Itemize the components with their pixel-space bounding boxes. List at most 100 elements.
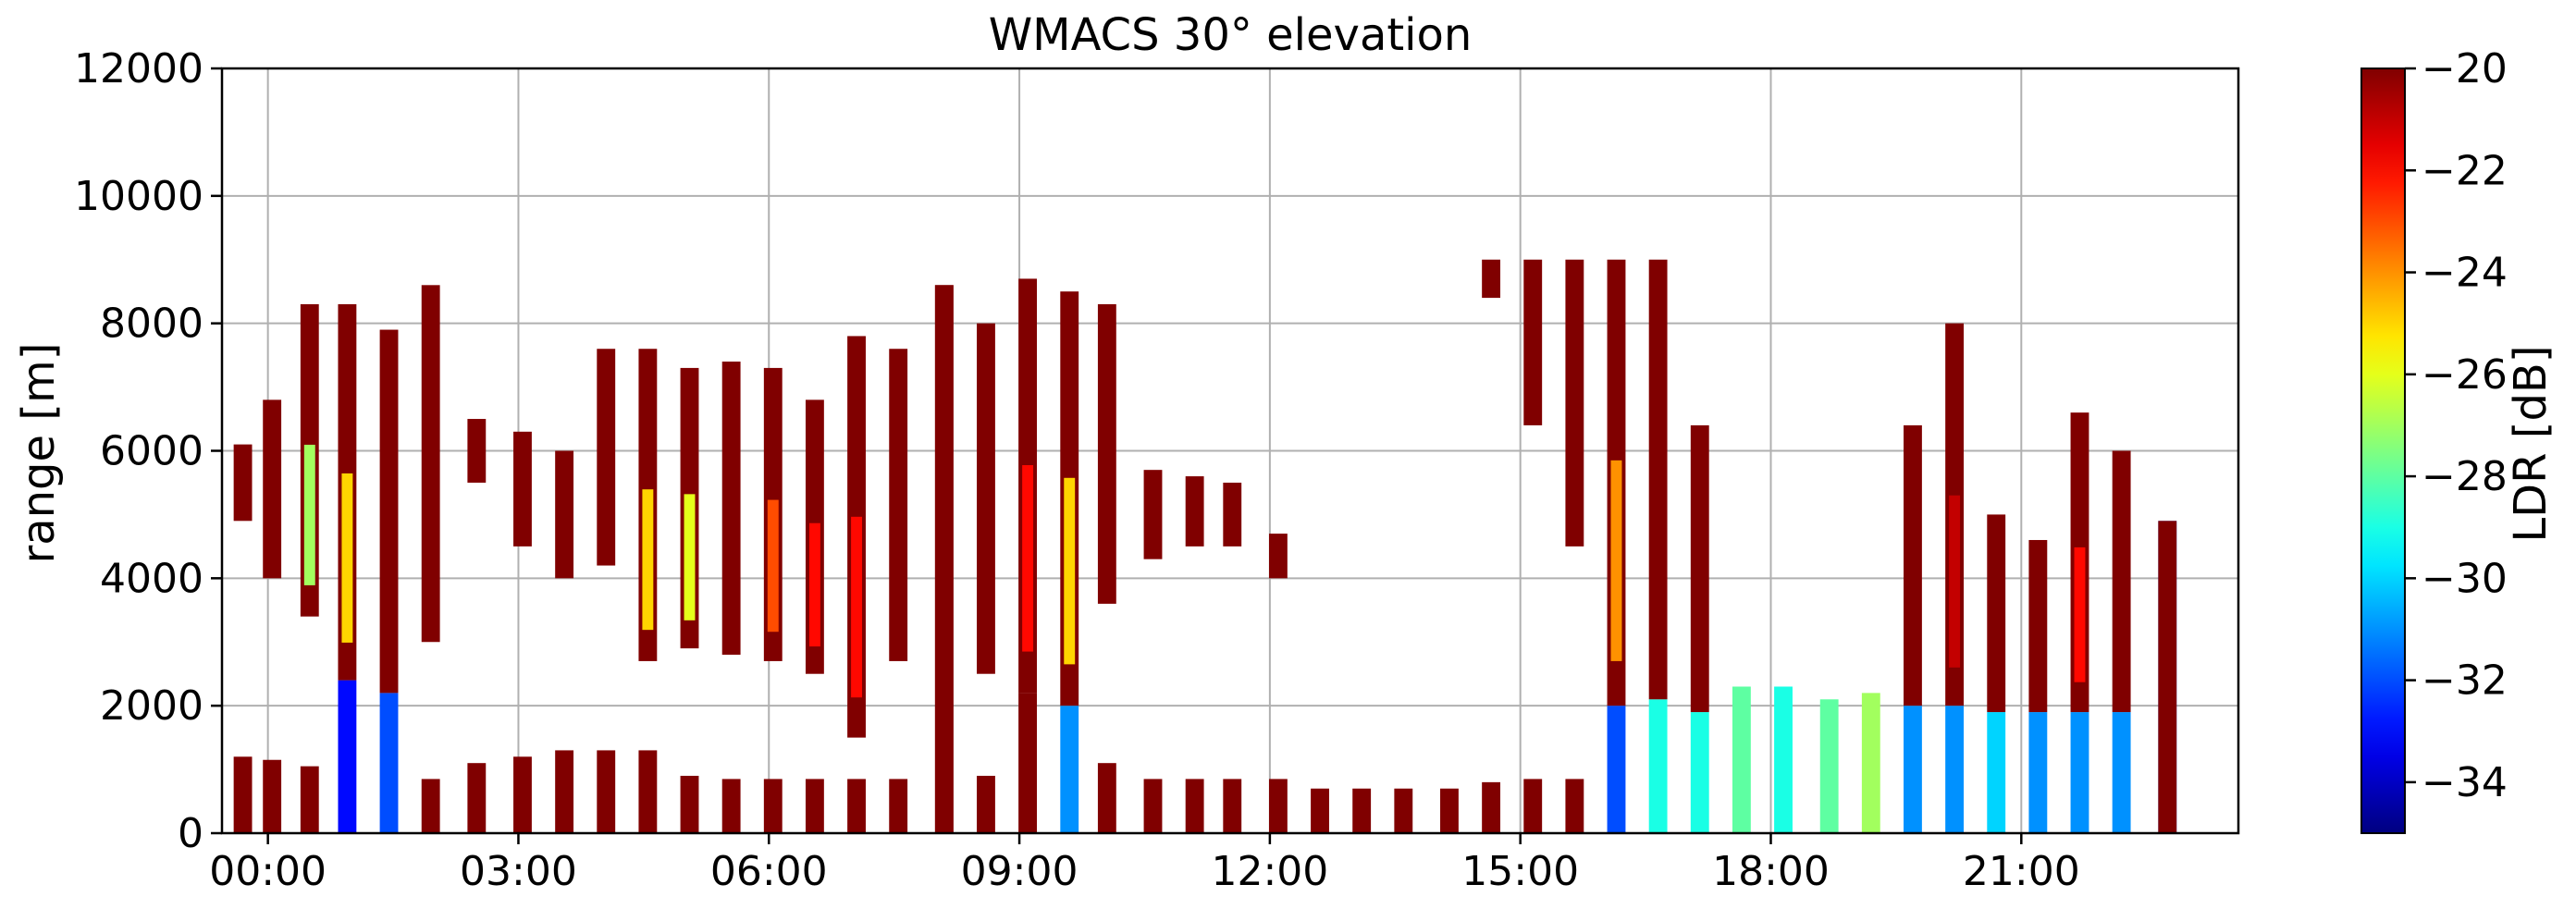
colorbar-label: LDR [dB]: [2505, 345, 2557, 542]
ldr-upper-segment: [1482, 259, 1501, 299]
ldr-profile: [263, 399, 282, 833]
colorbar: −20 −22 −24 −26 −28 −30 −32 −34: [2360, 45, 2508, 834]
ldr-profile: [1097, 303, 1116, 833]
ldr-core-segment: [1610, 460, 1622, 661]
ldr-profile: [805, 399, 824, 833]
colorbar-tick-label: −20: [2422, 45, 2508, 92]
ldr-upper-segment: [2112, 450, 2131, 713]
ldr-lower-segment: [805, 779, 824, 833]
y-tick-label: 12000: [74, 45, 203, 92]
x-tick-label: 15:00: [1461, 848, 1579, 895]
ldr-lower-segment: [1987, 712, 2006, 833]
x-tick-label: 21:00: [1963, 848, 2080, 895]
ldr-lower-segment: [1440, 788, 1459, 833]
ldr-lower-segment: [2112, 712, 2131, 833]
ldr-lower-segment: [1690, 712, 1709, 833]
y-tick-label: 0: [178, 810, 203, 857]
ldr-upper-segment: [233, 444, 253, 522]
colorbar-tick-label: −22: [2422, 147, 2508, 194]
colorbar-tick-label: −34: [2422, 759, 2508, 806]
ldr-profile: [513, 431, 532, 833]
ldr-profile: [1861, 693, 1880, 833]
ldr-lower-segment: [1018, 693, 1038, 833]
colorbar-tick-label: −32: [2422, 657, 2508, 705]
ldr-profile: [763, 367, 783, 833]
ldr-core-segment: [684, 494, 696, 620]
ldr-upper-segment: [1987, 514, 2006, 713]
ldr-profile: [1060, 291, 1079, 833]
ldr-profiles: [233, 259, 2177, 833]
ldr-upper-segment: [1143, 470, 1163, 559]
ldr-upper-segment: [379, 329, 399, 694]
y-axis-label: range [m]: [13, 342, 65, 563]
ldr-upper-segment: [555, 450, 574, 579]
ldr-lower-segment: [1352, 788, 1372, 833]
ldr-upper-segment: [1185, 476, 1204, 547]
ldr-profile: [1774, 686, 1793, 833]
ldr-lower-segment: [1143, 779, 1163, 833]
ldr-upper-segment: [1648, 259, 1668, 700]
ldr-lower-segment: [1607, 706, 1626, 833]
ldr-profile: [1565, 259, 1584, 833]
ldr-upper-segment: [1223, 482, 1242, 547]
ldr-upper-segment: [889, 349, 908, 661]
ldr-profile: [555, 450, 574, 833]
ldr-lower-segment: [638, 750, 658, 833]
ldr-lower-segment: [379, 693, 399, 833]
ldr-upper-segment: [1904, 424, 1922, 706]
ldr-profile: [1223, 482, 1242, 833]
x-tick-label: 12:00: [1211, 848, 1328, 895]
ldr-profile: [1143, 470, 1163, 833]
ldr-lower-segment: [1565, 779, 1584, 833]
ldr-core-segment: [808, 522, 820, 647]
colorbar-tick-label: −26: [2422, 351, 2508, 399]
ldr-lower-segment: [1311, 788, 1329, 833]
ldr-profile: [1732, 686, 1751, 833]
ldr-core-segment: [1022, 465, 1034, 652]
ldr-lower-segment: [421, 779, 440, 833]
ldr-lower-segment: [1945, 706, 1965, 833]
ldr-upper-segment: [597, 349, 616, 566]
ldr-profile: [1987, 514, 2006, 833]
ldr-lower-segment: [1482, 781, 1501, 833]
colorbar-gradient: [2360, 68, 2406, 834]
ldr-profile: [1819, 699, 1839, 833]
ldr-lower-segment: [1523, 779, 1543, 833]
ldr-core-segment: [851, 516, 863, 698]
x-tick-label: 03:00: [460, 848, 577, 895]
ldr-lower-segment: [1648, 699, 1668, 833]
ldr-upper-segment: [2158, 521, 2177, 833]
y-tick-label: 6000: [100, 428, 203, 475]
ldr-lower-segment: [889, 779, 908, 833]
ldr-lower-segment: [597, 750, 616, 833]
ldr-upper-segment: [934, 285, 954, 833]
ldr-lower-segment: [1060, 706, 1079, 833]
ldr-profile: [1904, 424, 1922, 833]
ldr-lower-segment: [513, 756, 532, 833]
ldr-lower-segment: [1223, 779, 1242, 833]
ldr-core-segment: [1064, 477, 1076, 665]
ldr-lower-segment: [847, 779, 866, 833]
x-tick-label: 06:00: [710, 848, 828, 895]
ldr-lower-segment: [1904, 706, 1922, 833]
ldr-upper-segment: [2028, 539, 2048, 713]
ldr-profile: [680, 367, 699, 833]
x-tick-label: 00:00: [209, 848, 327, 895]
ldr-profile: [1185, 476, 1204, 833]
ldr-profile: [889, 349, 908, 833]
ldr-upper-segment: [1268, 534, 1288, 579]
ldr-upper-segment: [1690, 424, 1709, 713]
ldr-upper-segment: [977, 323, 995, 674]
ldr-profile: [977, 323, 995, 833]
ldr-profile: [721, 362, 741, 833]
ldr-profile: [1607, 259, 1626, 833]
ldr-core-segment: [767, 499, 779, 633]
ldr-profile: [1523, 259, 1543, 833]
chart-title: WMACS 30° elevation: [989, 9, 1473, 61]
ldr-lower-segment: [1268, 779, 1288, 833]
ldr-profile: [597, 349, 616, 833]
ldr-profile: [847, 336, 866, 833]
plot-area: 00:00 03:00 06:00 09:00 12:00 15:00 18:00 21:00…: [74, 45, 2240, 895]
ldr-upper-segment: [421, 285, 440, 643]
x-tick-label: 09:00: [961, 848, 1078, 895]
